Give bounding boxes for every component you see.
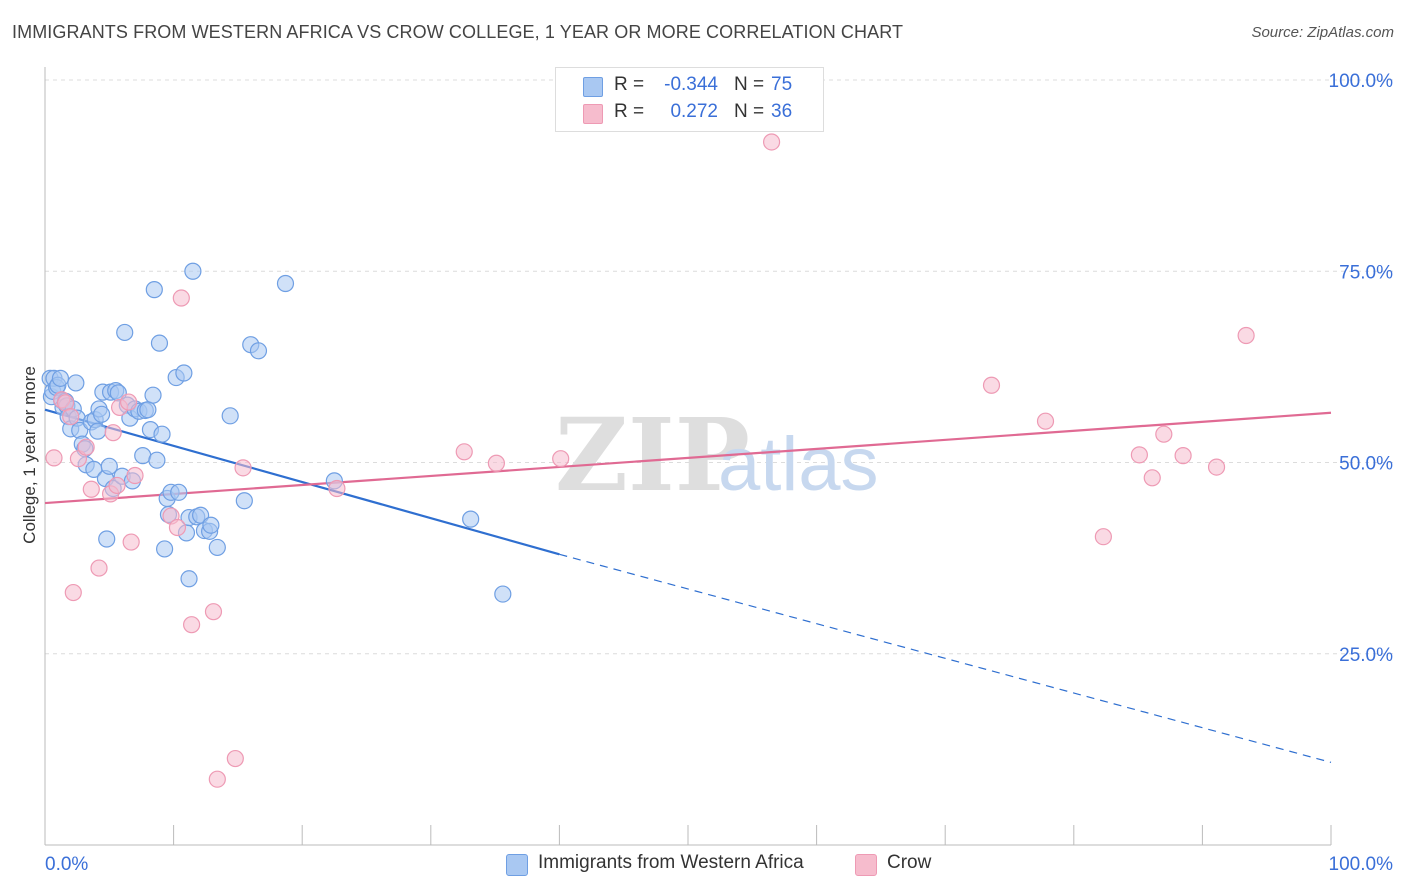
source-label: Source: ZipAtlas.com [1251,24,1394,41]
point-crow [82,480,100,498]
point-crow [168,518,187,537]
correlation-legend: R = -0.344 N = 75 R = 0.272 N = 36 [555,67,824,132]
y-tick-label: 75.0% [1339,262,1393,283]
point-crow [126,466,144,485]
point-crow [108,476,126,495]
x-tick-label-end: 100.0% [1329,854,1394,875]
bottom-legend-label: Immigrants from Western Africa [538,852,804,873]
y-tick-label: 25.0% [1339,645,1393,666]
tick-labels: 100.0% 75.0% 50.0% 25.0% 0.0% 100.0% [45,71,1393,875]
point-immigrants [89,422,107,440]
point-crow [487,454,505,472]
trend-line-extension [559,553,1332,763]
point-crow [183,616,201,634]
point-immigrants [155,540,174,558]
point-immigrants [144,386,162,404]
point-immigrants [134,447,152,465]
bottom-legend-swatch-blue [506,854,528,876]
point-crow [204,603,223,621]
point-immigrants [92,405,111,423]
axes [44,67,1332,846]
point-crow [104,424,122,442]
point-immigrants [208,538,226,557]
point-immigrants [116,323,134,342]
point-crow [62,408,80,426]
watermark-atlas: atlas [718,422,879,507]
point-immigrants [67,374,85,392]
point-immigrants [170,483,188,501]
point-crow [982,376,1001,394]
y-tick-label: 50.0% [1339,454,1393,475]
point-immigrants [462,510,480,528]
bottom-legend-swatch-pink [855,854,877,876]
point-immigrants [98,530,116,548]
point-immigrants [180,570,198,588]
point-crow [1207,458,1226,476]
point-crow [1094,528,1112,546]
legend-r-label: R = [614,101,645,122]
point-crow [552,450,570,468]
point-immigrants [235,492,253,510]
point-immigrants [150,334,169,352]
point-immigrants [494,585,512,603]
bottom-legend-label: Crow [887,852,932,873]
point-immigrants [153,425,171,443]
point-crow [1130,446,1148,464]
point-crow [226,749,244,768]
point-immigrants [221,407,239,425]
point-crow [208,770,226,788]
point-immigrants [276,274,295,293]
legend-n-value: 75 [771,74,793,95]
point-crow [122,533,140,551]
point-immigrants [184,262,202,280]
point-crow [1237,326,1255,345]
point-immigrants [175,364,193,382]
legend-r-value: -0.344 [664,74,718,95]
legend-r-value: 0.272 [670,101,718,122]
point-crow [172,289,190,307]
point-immigrants [100,457,118,475]
point-immigrants [249,342,268,360]
point-immigrants [145,281,163,299]
point-crow [119,393,138,411]
legend-n-label: N = [734,101,765,122]
point-crow [1174,447,1192,465]
legend-row-crow: R = 0.272 N = 36 [556,101,823,127]
trend-line-crow [44,411,1332,505]
trend-lines [44,408,1332,763]
legend-n-value: 36 [771,101,793,122]
point-crow [90,559,108,577]
point-crow [45,449,63,467]
point-crow [64,583,82,602]
chart-title: IMMIGRANTS FROM WESTERN AFRICA VS CROW C… [12,22,904,42]
point-crow [455,443,473,461]
point-crow [1036,412,1055,430]
legend-row-immigrants: R = -0.344 N = 75 [556,74,823,100]
legend-swatch-pink [583,104,603,124]
data-points [41,133,1255,788]
point-immigrants [51,369,70,387]
point-crow [328,479,346,498]
gridlines [45,79,1395,655]
point-crow [1155,425,1173,443]
point-crow [762,133,781,151]
point-crow [234,459,252,477]
point-immigrants [202,516,220,534]
point-immigrants [139,401,157,419]
point-immigrants [148,451,166,469]
legend-swatch-blue [583,77,603,97]
trend-line-immigrants [44,408,560,556]
legend-n-label: N = [734,74,765,95]
legend-r-label: R = [614,74,645,95]
x-tick-label-start: 0.0% [45,854,88,875]
point-crow [1143,469,1161,487]
point-crow [77,438,95,456]
y-axis-label: College, 1 year or more [20,366,39,544]
y-tick-label: 100.0% [1329,71,1394,92]
